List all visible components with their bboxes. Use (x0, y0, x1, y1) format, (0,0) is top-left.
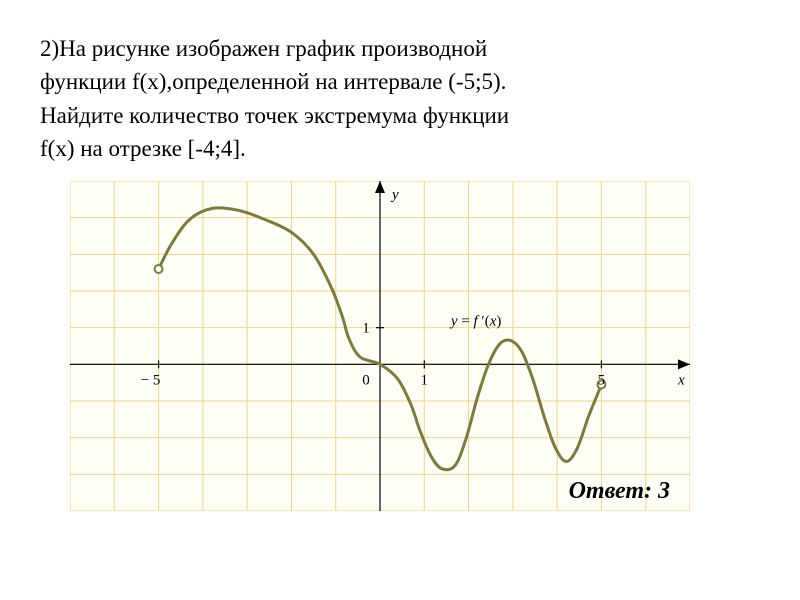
svg-text:− 5: − 5 (141, 373, 161, 389)
svg-text:y = f ′(x): y = f ′(x) (449, 314, 502, 330)
chart-container: y x − 5 5 1 1 0 y = f ′(x) Ответ: 3 (70, 181, 690, 511)
question-line: функции f(x),определенной на интервале (… (40, 65, 760, 98)
svg-text:x: x (677, 373, 685, 389)
derivative-chart: y x − 5 5 1 1 0 y = f ′(x) (70, 181, 690, 511)
answer-text: Ответ: 3 (569, 478, 670, 505)
svg-text:0: 0 (362, 373, 370, 389)
question-line: Найдите количество точек экстремума функ… (40, 99, 760, 132)
question-line: f(x) на отрезке [-4;4]. (40, 132, 760, 165)
question-text: 2)На рисунке изображен график производно… (40, 32, 760, 165)
svg-text:1: 1 (421, 373, 429, 389)
svg-text:5: 5 (598, 373, 606, 389)
svg-text:1: 1 (362, 321, 370, 337)
svg-text:y: y (390, 187, 399, 203)
question-line: 2)На рисунке изображен график производно… (40, 32, 760, 65)
